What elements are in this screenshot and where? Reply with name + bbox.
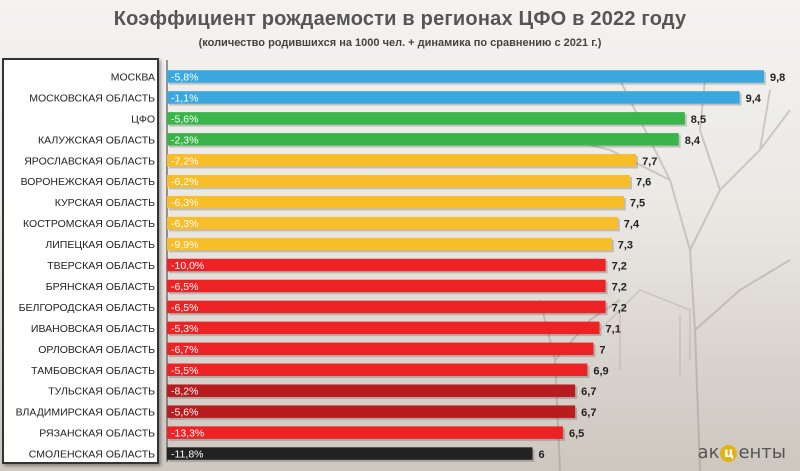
change-label: -9,9% — [171, 239, 198, 251]
region-label: ТУЛЬСКАЯ ОБЛАСТЬ — [48, 386, 155, 398]
value-label: 7,3 — [618, 240, 633, 252]
value-label: 6,7 — [581, 407, 596, 419]
value-label: 9,4 — [746, 93, 762, 105]
bar — [167, 321, 600, 335]
value-label: 7,6 — [636, 177, 651, 189]
bar — [167, 195, 624, 209]
region-label: КУРСКАЯ ОБЛАСТЬ — [55, 197, 155, 209]
bar — [167, 258, 606, 272]
region-label: ТВЕРСКАЯ ОБЛАСТЬ — [47, 260, 155, 272]
chart-subtitle: (количество родившихся на 1000 чел. + ди… — [198, 37, 602, 49]
value-label: 6,7 — [581, 386, 596, 398]
value-label: 8,4 — [685, 135, 701, 147]
value-label: 6,5 — [569, 428, 584, 440]
region-label: КАЛУЖСКАЯ ОБЛАСТЬ — [38, 134, 155, 146]
value-label: 7,2 — [612, 302, 627, 314]
value-label: 7,1 — [606, 323, 621, 335]
region-label-panel — [2, 58, 159, 464]
change-label: -5,6% — [171, 407, 198, 419]
change-label: -6,5% — [171, 302, 198, 314]
change-label: -5,5% — [171, 365, 198, 377]
value-label: 6,9 — [593, 365, 608, 377]
region-label: ВЛАДИМИРСКАЯ ОБЛАСТЬ — [16, 407, 156, 419]
bar — [167, 216, 618, 230]
change-label: -6,3% — [171, 197, 198, 209]
change-label: -5,6% — [171, 113, 198, 125]
logo-mark: ц — [720, 445, 738, 462]
region-label: РЯЗАНСКАЯ ОБЛАСТЬ — [39, 428, 155, 440]
change-label: -2,3% — [171, 134, 198, 146]
change-label: -5,8% — [171, 71, 198, 83]
change-label: -6,7% — [171, 344, 198, 356]
value-label: 7,4 — [624, 219, 640, 231]
change-label: -6,3% — [171, 218, 198, 230]
value-label: 7,2 — [612, 281, 627, 293]
bar — [167, 405, 576, 418]
value-label: 8,5 — [691, 114, 706, 126]
value-label: 7,7 — [642, 156, 657, 168]
change-label: -6,2% — [171, 176, 198, 188]
value-label: 7 — [599, 344, 605, 356]
change-label: -1,1% — [171, 92, 198, 104]
bar — [167, 447, 533, 460]
bar — [167, 70, 764, 83]
change-label: -13,3% — [171, 428, 204, 440]
bar — [167, 384, 576, 397]
bar — [167, 112, 685, 125]
value-label: 6 — [539, 449, 545, 461]
region-label: ЛИПЕЦКАЯ ОБЛАСТЬ — [45, 239, 155, 251]
region-label: ВОРОНЕЖСКАЯ ОБЛАСТЬ — [21, 176, 155, 188]
change-label: -7,2% — [171, 155, 198, 167]
chart-title: Коэффициент рождаемости в регионах ЦФО в… — [113, 8, 687, 30]
bar — [167, 300, 606, 314]
region-label: КОСТРОМСКАЯ ОБЛАСТЬ — [23, 218, 155, 230]
bar — [167, 133, 679, 146]
change-label: -6,5% — [171, 281, 198, 293]
logo-prefix: ак — [697, 442, 720, 463]
bar — [167, 426, 563, 439]
change-label: -10,0% — [171, 260, 204, 272]
logo-suffix: енты — [738, 442, 786, 463]
change-label: -5,3% — [171, 323, 198, 335]
region-label: СМОЛЕНСКАЯ ОБЛАСТЬ — [29, 449, 155, 461]
region-label: ТАМБОВСКАЯ ОБЛАСТЬ — [31, 365, 155, 377]
region-label: БЕЛГОРОДСКАЯ ОБЛАСТЬ — [19, 302, 155, 314]
change-label: -11,8% — [171, 449, 204, 461]
change-label: -8,2% — [171, 386, 198, 398]
region-label: МОСКОВСКАЯ ОБЛАСТЬ — [29, 92, 155, 104]
bar — [167, 279, 606, 293]
region-label: МОСКВА — [111, 71, 155, 83]
bar — [167, 237, 612, 251]
bar — [167, 363, 588, 377]
region-label: БРЯНСКАЯ ОБЛАСТЬ — [46, 281, 155, 293]
brand-logo: ак ц енты — [698, 442, 786, 463]
value-label: 7,2 — [612, 261, 627, 273]
region-label: ИВАНОВСКАЯ ОБЛАСТЬ — [31, 323, 155, 335]
value-label: 9,8 — [770, 72, 785, 84]
value-label: 7,5 — [630, 198, 645, 210]
bar — [167, 91, 740, 104]
bar — [167, 342, 594, 356]
bar — [167, 154, 637, 167]
region-label: ЯРОСЛАВСКАЯ ОБЛАСТЬ — [24, 155, 155, 167]
region-label: ОРЛОВСКАЯ ОБЛАСТЬ — [38, 344, 155, 356]
bar — [167, 174, 630, 188]
region-label: ЦФО — [131, 113, 155, 125]
